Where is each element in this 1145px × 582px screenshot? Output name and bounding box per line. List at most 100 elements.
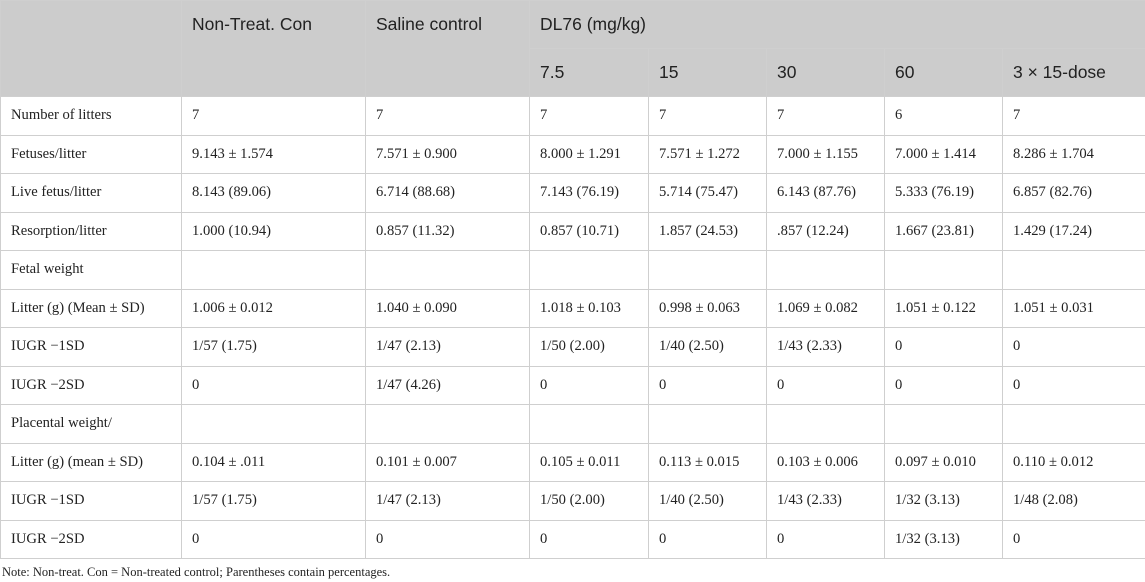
table-cell: 0 [181,365,366,405]
table-cell: 1/57 (1.75) [181,327,366,367]
table-cell [648,404,767,444]
header-dose: 60 [884,48,1003,97]
table-cell: 7.571 ± 0.900 [365,134,530,174]
header-dose: 15 [648,48,767,97]
header-dose: 30 [766,48,885,97]
table-cell: 7 [648,96,767,136]
table-cell: 1/40 (2.50) [648,327,767,367]
table-row: Live fetus/litter 8.143 (89.06) 6.714 (88.… [0,173,1145,213]
table-cell: 7 [766,96,885,136]
table-note: Note: Non-treat. Con = Non-treated contr… [2,565,391,579]
table-cell: 1/47 (2.13) [365,327,530,367]
table-cell: 1.051 ± 0.031 [1001,288,1145,328]
row-label: Number of litters [0,96,182,136]
table-cell: 1.051 ± 0.122 [884,288,1003,328]
header-dose: 7.5 [529,48,649,97]
table-row: IUGR −2SD 0 1/47 (4.26) 0 0 0 0 0 [0,365,1145,405]
table-cell: 1.000 (10.94) [181,211,366,251]
table-cell: 0 [529,519,649,559]
table-row: Litter (g) (mean ± SD) 0.104 ± .011 0.101 … [0,442,1145,482]
table-cell: 0.104 ± .011 [181,442,366,482]
table-cell: 1/40 (2.50) [648,481,767,521]
table-cell: 5.714 (75.47) [648,173,767,213]
table-cell: 1/57 (1.75) [181,481,366,521]
row-label: Litter (g) (Mean ± SD) [0,288,182,328]
table-row: IUGR −2SD 0 0 0 0 0 1/32 (3.13) 0 [0,519,1145,559]
table-cell: 0.113 ± 0.015 [648,442,767,482]
table-cell: 8.000 ± 1.291 [529,134,649,174]
table-cell [766,404,885,444]
table-cell: 1.006 ± 0.012 [181,288,366,328]
table-cell: 0 [648,519,767,559]
table-cell: 0 [1001,519,1145,559]
table-row: Placental weight/ [0,404,1145,444]
table-row: IUGR −1SD 1/57 (1.75) 1/47 (2.13) 1/50 (2.0… [0,327,1145,367]
table-cell: 0.105 ± 0.011 [529,442,649,482]
table-cell: 0 [884,365,1003,405]
table-cell: 1/43 (2.33) [766,481,885,521]
table-row: Resorption/litter 1.000 (10.94) 0.857 (11.… [0,211,1145,251]
row-label: IUGR −1SD [0,327,182,367]
table-cell: 0 [1001,365,1145,405]
table-body: Number of litters 7 7 7 7 7 6 7 Fetuses/litter 9.… [0,96,1145,559]
table-cell: 9.143 ± 1.574 [181,134,366,174]
header-dl76-group: DL76 (mg/kg) [528,0,1145,49]
table-cell: 1/47 (2.13) [365,481,530,521]
table-cell [1001,250,1145,290]
table-cell: 1/50 (2.00) [529,327,649,367]
table-cell: 1/43 (2.33) [766,327,885,367]
row-label: IUGR −2SD [0,519,182,559]
table-cell [365,250,530,290]
table-cell: 7.143 (76.19) [529,173,649,213]
header-blank-cell [0,0,182,97]
table-cell: 6 [884,96,1003,136]
table-cell: 0.857 (10.71) [529,211,649,251]
table-cell: 1.069 ± 0.082 [766,288,885,328]
header-row-doses: 7.5 15 30 60 3 × 15-dose [1,48,1145,97]
header-saline-control: Saline control [365,0,530,97]
table-cell: 8.286 ± 1.704 [1001,134,1145,174]
table-cell: 1/48 (2.08) [1001,481,1145,521]
table-cell [648,250,767,290]
table-cell [1001,404,1145,444]
header-dose: 3 × 15-dose [1001,48,1145,97]
table-cell [529,404,649,444]
table-cell: 6.857 (82.76) [1001,173,1145,213]
table-cell: 7.000 ± 1.414 [884,134,1003,174]
row-label: Fetuses/litter [0,134,182,174]
table-cell: 0 [766,519,885,559]
table-cell [181,404,366,444]
table-cell: 7 [181,96,366,136]
table-cell: 1.040 ± 0.090 [365,288,530,328]
table-cell: 1.018 ± 0.103 [529,288,649,328]
table-cell: 0 [648,365,767,405]
table-cell: 0 [1001,327,1145,367]
table-cell: 7.571 ± 1.272 [648,134,767,174]
table-cell: 7 [365,96,530,136]
table-cell: 1.857 (24.53) [648,211,767,251]
table-cell [181,250,366,290]
table-cell: 1.429 (17.24) [1001,211,1145,251]
table-row: Fetuses/litter 9.143 ± 1.574 7.571 ± 0.900… [0,134,1145,174]
table-cell: 7 [529,96,649,136]
table-row: Number of litters 7 7 7 7 7 6 7 [0,96,1145,136]
table-cell: 7 [1001,96,1145,136]
table-header: Non-Treat. Con Saline control DL76 (mg/k… [0,0,1145,97]
table-cell: 1/32 (3.13) [884,481,1003,521]
table-cell: 1/32 (3.13) [884,519,1003,559]
table-cell: 6.714 (88.68) [365,173,530,213]
table-cell: 6.143 (87.76) [766,173,885,213]
row-label: Live fetus/litter [0,173,182,213]
row-label: Fetal weight [0,250,182,290]
table-cell: 0 [766,365,885,405]
header-row-primary: Non-Treat. Con Saline control DL76 (mg/k… [0,0,1145,97]
table-cell [884,404,1003,444]
table-cell: 0.103 ± 0.006 [766,442,885,482]
table-cell: .857 (12.24) [766,211,885,251]
row-label: Placental weight/ [0,404,182,444]
table-cell: 0.998 ± 0.063 [648,288,767,328]
row-label: Litter (g) (mean ± SD) [0,442,182,482]
table-cell: 0.097 ± 0.010 [884,442,1003,482]
table-cell: 0.857 (11.32) [365,211,530,251]
table-cell: 0.101 ± 0.007 [365,442,530,482]
